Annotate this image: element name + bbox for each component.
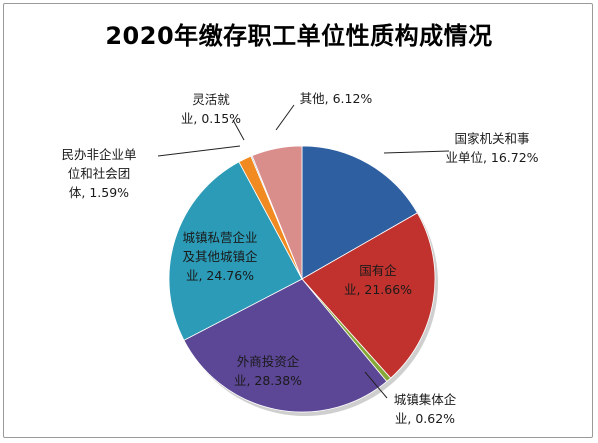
leader-line-其他612 [275, 104, 295, 131]
slice-label-line: 业单位, 16.72% [445, 150, 538, 165]
slice-label-line: 业, 21.66% [344, 282, 412, 297]
slice-label-line: 其他, 6.12% [300, 91, 373, 106]
slice-label-line: 城镇私营企业 [182, 230, 257, 245]
slice-label-line: 业, 24.76% [186, 268, 254, 283]
slice-label-line: 体, 1.59% [69, 185, 129, 200]
slice-label-line: 业, 28.38% [234, 373, 302, 388]
slice-label-其他612: 其他, 6.12% [300, 91, 373, 106]
chart-title: 2020年缴存职工单位性质构成情况 [105, 22, 493, 50]
slice-label-line: 及其他城镇企 [182, 249, 258, 264]
pie-slice-国有企 [301, 212, 436, 379]
slice-label-line: 灵活就 [192, 92, 230, 107]
slice-label-line: 位和社会团 [68, 166, 131, 181]
slice-label-line: 业, 0.15% [181, 111, 241, 126]
slice-label-line: 外商投资企 [237, 354, 300, 369]
slice-label-line: 业, 0.62% [395, 411, 455, 426]
slice-label-line: 国家机关和事 [454, 131, 529, 146]
pie-slice-国家机关和事 [301, 145, 418, 280]
pie-slice-外商投资企 [183, 278, 388, 413]
pie-slice-城镇私营企业 [168, 161, 303, 341]
leader-line-民办非企业单 [157, 145, 241, 157]
pie-slice-其他612 [251, 145, 303, 280]
leader-line-城镇集体企 [364, 371, 388, 399]
leader-line-灵活就 [232, 119, 245, 141]
slice-label-line: 城镇集体企 [394, 392, 457, 407]
slice-label-line: 国有企 [359, 263, 397, 278]
slice-label-line: 民办非企业单 [61, 147, 136, 162]
leader-line-国家机关和事 [383, 150, 450, 154]
